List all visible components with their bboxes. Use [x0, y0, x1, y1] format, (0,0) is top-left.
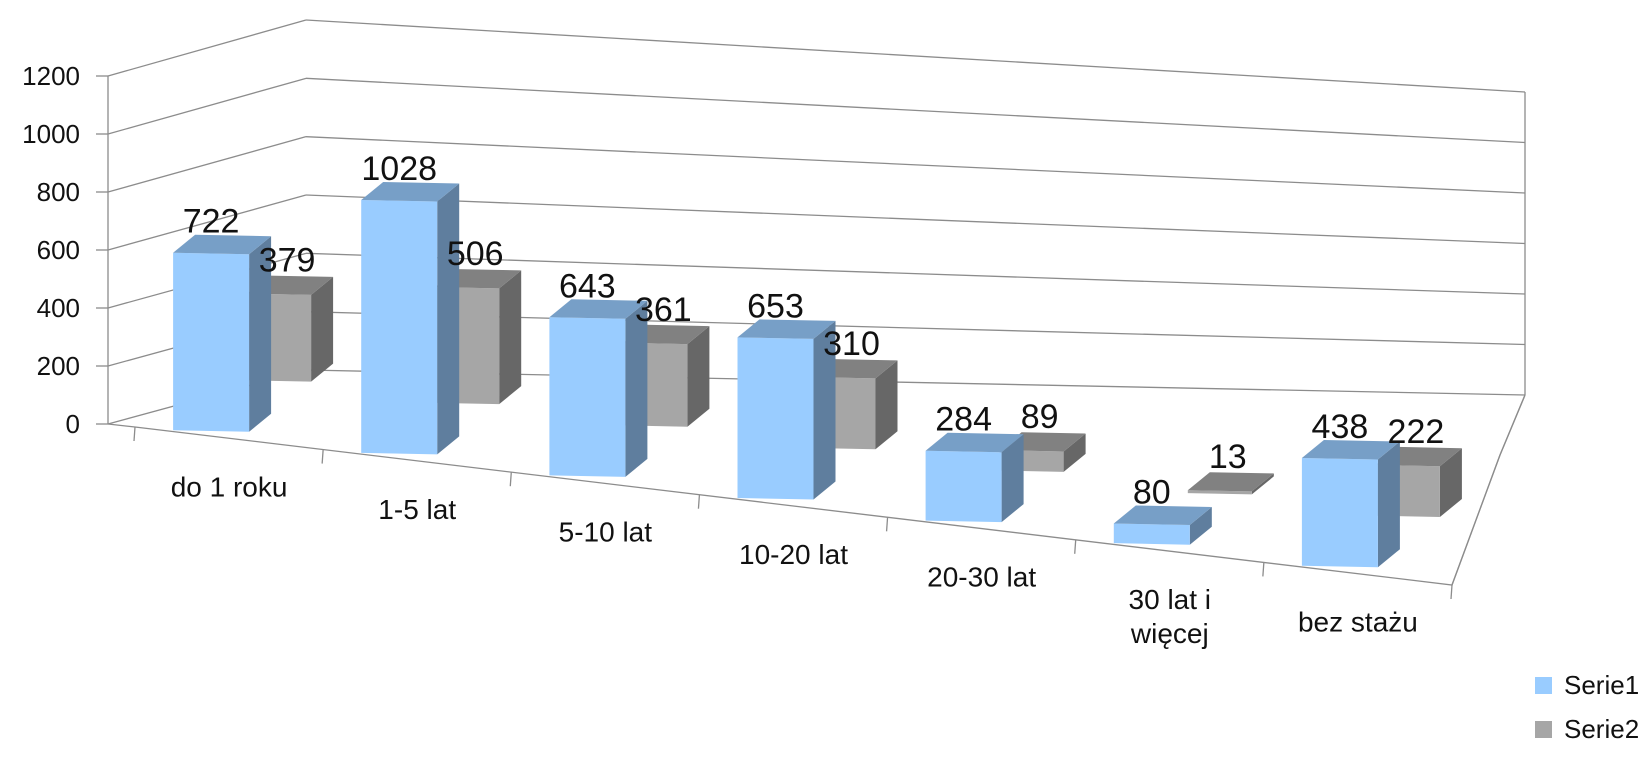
bar-serie1 — [925, 432, 1024, 523]
floor-right-edge — [1451, 454, 1501, 586]
bar-serie1 — [1301, 440, 1400, 568]
bar-serie1-front — [1301, 458, 1378, 568]
bar-serie1 — [1113, 505, 1212, 545]
data-label-serie2: 222 — [1388, 413, 1445, 451]
x-tick-label: 20-30 lat — [927, 562, 1036, 593]
data-label-serie1: 653 — [747, 287, 804, 325]
bar-serie2-side — [499, 270, 522, 405]
bar-serie1-side — [1001, 434, 1024, 523]
data-label-serie2: 310 — [823, 325, 880, 363]
bar-serie1-side — [1189, 507, 1212, 545]
bar-serie2-side — [311, 276, 334, 382]
x-tick-label: 10-20 lat — [739, 539, 848, 570]
data-label-serie1: 284 — [935, 401, 992, 439]
bar-serie1-front — [173, 252, 250, 432]
bar-serie1 — [549, 299, 648, 477]
bar-serie1-top — [361, 182, 460, 202]
legend-swatch — [1535, 677, 1552, 694]
y-tick-label: 1000 — [22, 119, 80, 149]
bar-serie2-side — [875, 360, 898, 450]
y-tick-label: 0 — [66, 409, 80, 439]
bar-serie1-top — [549, 299, 648, 319]
gridline — [305, 19, 1526, 93]
x-tick-mark — [321, 449, 324, 464]
gridline-side — [107, 19, 307, 77]
gridline — [305, 136, 1526, 194]
data-labels: 379 506 361 310 89 13 222 722 1028 643 653 284 80 438 — [183, 150, 1445, 511]
x-axis-ticks: do 1 roku 1-5 lat 5-10 lat 10-20 lat 20-30 l… — [171, 471, 1418, 649]
bar-serie1-front — [549, 317, 626, 477]
gridline — [305, 252, 1526, 295]
data-label-serie1: 643 — [559, 267, 616, 305]
data-label-serie2: 13 — [1209, 438, 1247, 476]
y-tick-label: 1200 — [22, 61, 80, 91]
bar-serie1-side — [1377, 441, 1400, 568]
legend-label: Serie2 — [1564, 714, 1639, 744]
data-label-serie2: 506 — [447, 235, 504, 273]
y-tick-label: 400 — [37, 293, 80, 323]
bar-serie1-front — [1113, 523, 1190, 545]
x-tick-mark — [697, 494, 701, 509]
bar-serie1-side — [813, 320, 836, 500]
bar-serie2-side — [1251, 473, 1274, 495]
x-tick-label: 5-10 lat — [559, 516, 653, 547]
x-tick-label: 1-5 lat — [378, 494, 456, 525]
y-tick-label: 200 — [37, 351, 80, 381]
data-label-serie2: 89 — [1021, 398, 1059, 436]
x-tick-mark — [133, 426, 136, 442]
bar-serie2-top — [1187, 472, 1274, 492]
data-label-serie1: 1028 — [361, 150, 437, 188]
bar-serie1-side — [249, 236, 272, 432]
bar-serie1-top — [737, 319, 836, 339]
legend-label: Serie1 — [1564, 670, 1639, 700]
bar-serie1 — [173, 234, 272, 432]
bars — [173, 182, 1462, 568]
y-axis-ticks: 0 200 400 600 800 1000 1200 — [22, 61, 80, 439]
floor-back-edge — [1499, 394, 1526, 456]
gridline — [305, 77, 1526, 144]
gridline-side — [107, 136, 307, 193]
x-tick-mark — [885, 517, 889, 532]
data-label-serie1: 438 — [1312, 408, 1369, 446]
bar-serie1-top — [1301, 440, 1400, 460]
bar-serie1-front — [737, 337, 814, 500]
x-tick-mark — [509, 472, 512, 487]
bar-serie2 — [1187, 472, 1274, 495]
data-label-serie1: 80 — [1133, 473, 1171, 511]
legend: Serie1 Serie2 — [1535, 670, 1639, 744]
bar-serie1 — [361, 182, 460, 455]
bar-serie1-top — [173, 234, 272, 255]
bar-serie1-side — [437, 183, 460, 455]
gridline-side — [107, 77, 307, 135]
bar-serie1-side — [625, 300, 648, 477]
bar-serie1-top — [925, 432, 1024, 453]
data-label-serie2: 361 — [635, 291, 692, 329]
axes — [96, 75, 1526, 600]
bar-serie1-front — [361, 200, 438, 455]
bar-serie1 — [737, 319, 836, 500]
legend-swatch — [1535, 721, 1552, 738]
data-label-serie2: 379 — [259, 242, 316, 280]
x-tick-mark — [1074, 539, 1077, 554]
gridline — [305, 194, 1526, 245]
bar-serie1-front — [925, 450, 1002, 523]
x-tick-mark — [1262, 562, 1265, 577]
x-tick-label: bez stażu — [1298, 607, 1418, 638]
data-label-serie1: 722 — [183, 203, 240, 241]
x-tick-mark — [1450, 584, 1453, 600]
bar-serie2-side — [687, 326, 710, 427]
bar-serie2-front — [1187, 490, 1252, 495]
bar-serie2-side — [1439, 448, 1462, 517]
bar-serie1-top — [1113, 505, 1212, 525]
y-tick-label: 600 — [37, 235, 80, 265]
x-tick-label: do 1 roku — [171, 471, 288, 502]
x-tick-label: 30 lat i więcej — [1129, 584, 1212, 649]
y-tick-label: 800 — [37, 177, 80, 207]
gridline-side — [107, 194, 307, 251]
bar-serie2-side — [1063, 433, 1086, 472]
